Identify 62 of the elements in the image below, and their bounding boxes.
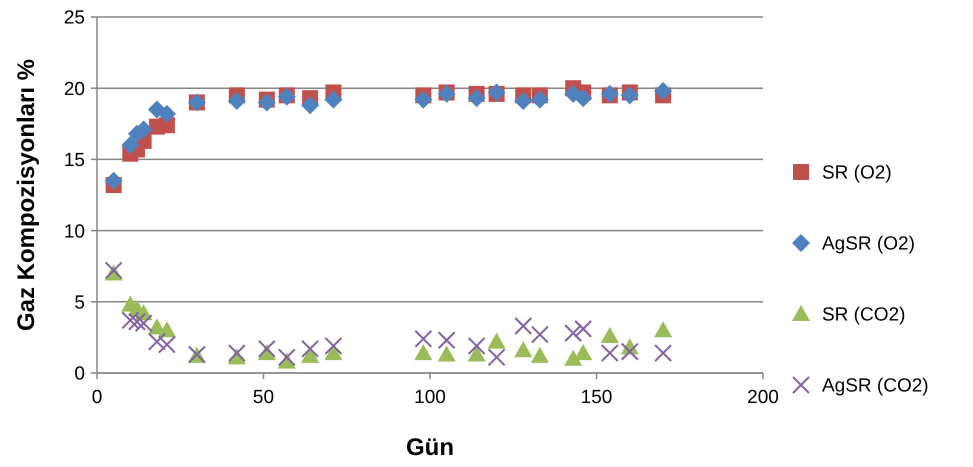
x-tick-label: 150 bbox=[580, 387, 612, 408]
point bbox=[228, 92, 246, 110]
point bbox=[134, 314, 153, 332]
point bbox=[514, 341, 532, 358]
point bbox=[438, 331, 456, 350]
y-axis-title: Gaz Kompozisyonları % bbox=[13, 58, 40, 332]
legend-label: SR (CO2) bbox=[822, 304, 906, 326]
x-tick-label: 50 bbox=[252, 387, 274, 408]
point bbox=[654, 321, 672, 338]
point bbox=[620, 86, 639, 104]
point bbox=[574, 320, 592, 338]
point bbox=[414, 90, 432, 109]
legend-label: SR (O2) bbox=[822, 162, 892, 184]
point bbox=[121, 136, 140, 154]
point bbox=[324, 90, 342, 109]
y-tick-label: 10 bbox=[64, 221, 85, 242]
point bbox=[468, 89, 486, 108]
point bbox=[121, 311, 140, 330]
point bbox=[158, 104, 176, 123]
point bbox=[530, 90, 549, 109]
y-tick-label: 5 bbox=[74, 292, 85, 314]
point bbox=[564, 350, 582, 366]
point bbox=[414, 344, 432, 360]
legend-label: AgSR (O2) bbox=[822, 234, 915, 255]
y-tick-label: 0 bbox=[74, 364, 85, 385]
legend-label: AgSR (CO2) bbox=[822, 376, 929, 397]
y-tick-label: 25 bbox=[64, 8, 85, 29]
point bbox=[414, 330, 432, 348]
y-tick-label: 20 bbox=[64, 78, 85, 100]
point bbox=[574, 89, 592, 108]
point bbox=[104, 172, 123, 190]
x-axis-title: Gün bbox=[406, 434, 454, 461]
point bbox=[654, 82, 672, 100]
point bbox=[468, 345, 486, 362]
point bbox=[468, 336, 486, 355]
point bbox=[514, 317, 532, 336]
x-tick-label: 100 bbox=[414, 387, 446, 408]
point bbox=[488, 332, 506, 349]
point bbox=[530, 346, 549, 363]
point bbox=[104, 261, 123, 280]
point bbox=[654, 344, 672, 362]
point bbox=[301, 96, 320, 114]
x-tick-label: 200 bbox=[747, 387, 779, 408]
point bbox=[301, 340, 320, 358]
point bbox=[258, 93, 276, 112]
point bbox=[620, 342, 639, 361]
point bbox=[564, 324, 582, 342]
x-tick-label: 0 bbox=[92, 387, 102, 408]
point bbox=[530, 326, 549, 344]
point bbox=[600, 344, 619, 362]
point bbox=[158, 336, 176, 354]
point bbox=[258, 340, 276, 358]
point bbox=[324, 336, 342, 355]
point bbox=[278, 348, 296, 366]
point bbox=[488, 348, 506, 366]
point bbox=[600, 326, 619, 343]
point bbox=[438, 345, 456, 362]
point bbox=[228, 344, 246, 362]
point bbox=[128, 312, 146, 331]
point bbox=[148, 332, 166, 351]
point bbox=[514, 92, 532, 110]
y-tick-label: 15 bbox=[64, 150, 85, 172]
